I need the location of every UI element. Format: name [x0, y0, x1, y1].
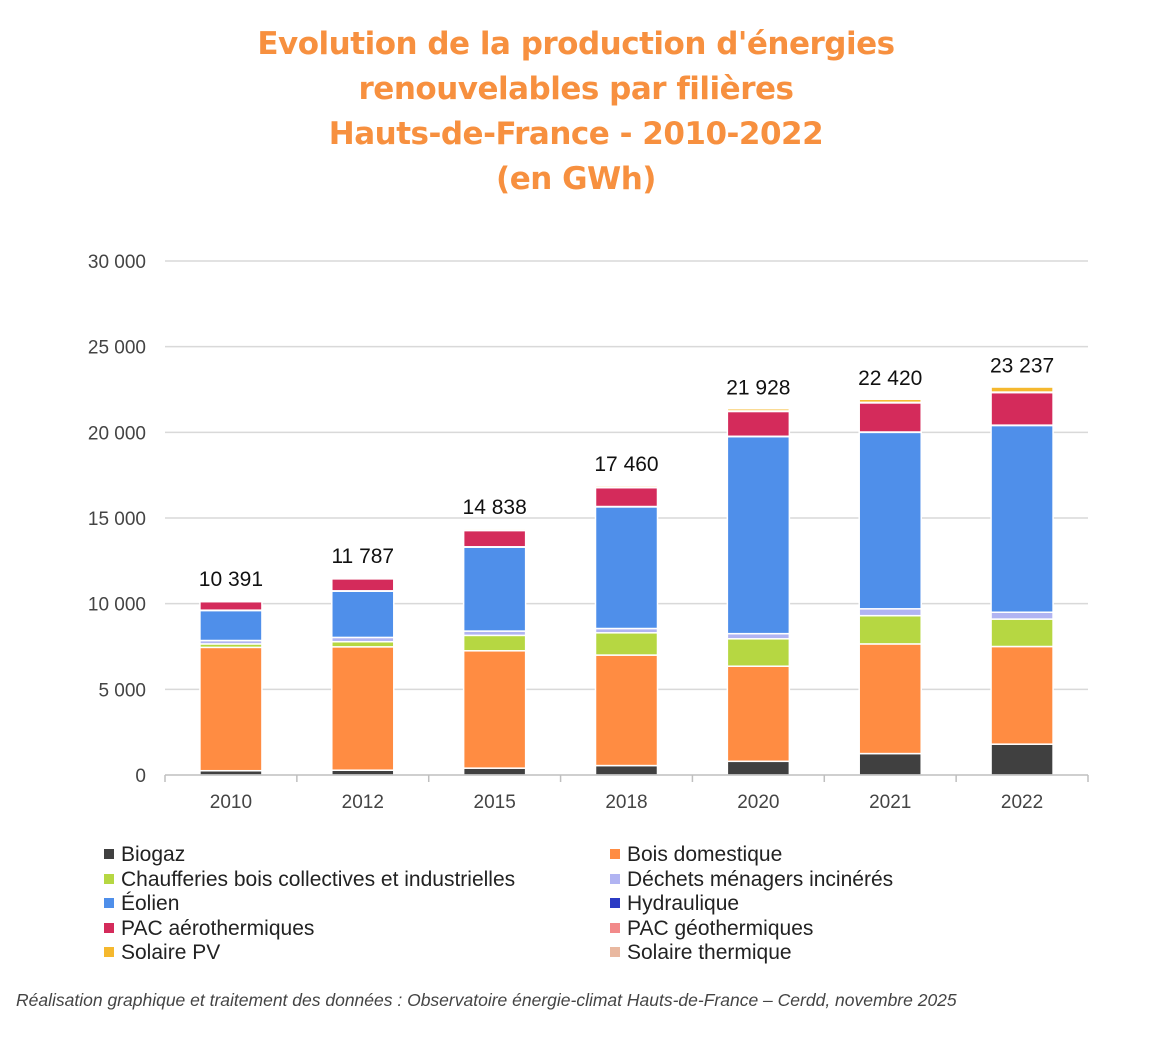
y-tick-label: 5 000	[98, 680, 146, 701]
y-tick-label: 0	[135, 766, 146, 787]
legend-swatch	[610, 873, 620, 884]
bar-segment	[726, 632, 791, 640]
legend-label: Chaufferies bois collectives et industri…	[121, 867, 516, 891]
legend-item: Éolien	[104, 892, 179, 916]
bar-segment	[462, 767, 527, 776]
bar-total-label: 10 391	[199, 568, 263, 591]
source-note: Réalisation graphique et traitement des …	[16, 990, 957, 1010]
legend-item: Solaire PV	[104, 941, 220, 965]
bar-segment	[990, 743, 1054, 776]
bar-segment	[331, 578, 395, 592]
bar-total-label: 11 787	[331, 545, 394, 568]
chart-title-line-2: renouvelables par filières	[358, 71, 794, 107]
y-tick-label: 20 000	[88, 423, 146, 444]
bar-total-labels: 10 391 11 787 14 838 17 460 21 928 22 420 23 2…	[199, 355, 1054, 591]
legend-label: Déchets ménagers incinérés	[627, 867, 894, 891]
legend-swatch	[610, 922, 620, 933]
bar-segment	[199, 646, 263, 772]
x-tick-label: 2021	[869, 792, 911, 813]
legend-swatch	[104, 947, 114, 957]
legend-swatch	[610, 947, 620, 957]
bar-segment	[858, 752, 922, 776]
legend-swatch	[104, 898, 114, 908]
legend-item: Déchets ménagers incinérés	[610, 868, 893, 892]
y-tick-label: 30 000	[88, 252, 146, 273]
x-axis: 2010 2012 2015 2018 2020 2021 2022	[164, 774, 1089, 813]
bar-total-label: 17 460	[594, 453, 658, 476]
y-tick-label: 10 000	[88, 595, 146, 616]
legend-label: Bois domestique	[627, 843, 783, 866]
bar-segment	[858, 608, 922, 617]
bar-segment	[199, 600, 263, 611]
bar-segment	[594, 632, 659, 656]
bar-segment	[331, 590, 395, 639]
bar-segment	[858, 614, 922, 645]
chart-title-line-4: (en GWh)	[496, 161, 656, 197]
bar-segment	[462, 529, 527, 548]
bar-segment	[594, 654, 659, 767]
legend-label: Hydraulique	[627, 892, 740, 915]
y-axis-tick-labels: 0 5 000 10 000 15 000 20 000 25 000 30 000	[88, 252, 146, 787]
legend-label: Solaire thermique	[627, 941, 792, 964]
legend-label: PAC aérothermiques	[121, 916, 315, 940]
bar-segment	[990, 611, 1054, 620]
legend-item: PAC géothermiques	[610, 917, 813, 941]
y-tick-label: 25 000	[88, 338, 146, 359]
stacked-bar-chart: 0 5 000 10 000 15 000 20 000 25 000 30 000 201…	[88, 252, 1089, 813]
bars	[199, 385, 1054, 776]
bar-total-label: 14 838	[463, 496, 527, 519]
bar-segment	[858, 402, 922, 433]
legend-swatch	[104, 873, 114, 884]
bar-segment	[462, 650, 527, 769]
bar-segment	[331, 646, 395, 771]
chart-title-line-3: Hauts-de-France - 2010-2022	[328, 116, 824, 152]
bar-total-label: 21 928	[726, 376, 790, 399]
bar-segment	[594, 764, 659, 776]
legend-item: Solaire thermique	[610, 941, 792, 965]
legend-swatch	[104, 849, 114, 859]
legend-item: Chaufferies bois collectives et industri…	[104, 868, 515, 892]
y-tick-label: 15 000	[88, 509, 146, 530]
bar-total-label: 23 237	[990, 355, 1054, 378]
legend-label: PAC géothermiques	[627, 916, 814, 940]
bar-segment	[594, 506, 659, 630]
x-tick-label: 2010	[210, 792, 252, 813]
bar-segment	[462, 634, 527, 652]
bar-segment	[726, 410, 791, 438]
bar-segment	[990, 424, 1054, 613]
legend-item: PAC aérothermiques	[104, 917, 314, 941]
legend-item: Bois domestique	[610, 843, 782, 867]
chart-title: Evolution de la production d'énergies re…	[0, 22, 1152, 202]
chart-title-line-1: Evolution de la production d'énergies	[257, 26, 895, 62]
x-tick-label: 2018	[605, 792, 647, 813]
x-tick-label: 2012	[342, 792, 384, 813]
bar-segment	[990, 645, 1054, 745]
bar-segment	[990, 386, 1054, 393]
bar-segment	[858, 643, 922, 755]
legend-swatch	[610, 898, 620, 908]
bar-segment	[726, 760, 791, 776]
bar-segment	[990, 618, 1054, 648]
legend-swatch	[610, 849, 620, 859]
bar-segment	[858, 431, 922, 610]
bar-segment	[726, 638, 791, 667]
legend-swatch	[104, 922, 114, 933]
bar-segment	[990, 391, 1054, 426]
legend-label: Biogaz	[121, 843, 186, 866]
x-tick-label: 2015	[474, 792, 516, 813]
bar-segment	[726, 665, 791, 763]
bar-segment	[199, 609, 263, 642]
bar-segment	[594, 486, 659, 508]
bar-segment	[462, 546, 527, 632]
legend-label: Éolien	[121, 892, 180, 915]
bar-segment	[331, 640, 395, 648]
legend-item: Hydraulique	[610, 892, 739, 916]
bar-total-label: 22 420	[858, 367, 922, 390]
legend-label: Solaire PV	[121, 941, 221, 964]
x-tick-label: 2022	[1001, 792, 1043, 813]
legend-item: Biogaz	[104, 843, 185, 867]
x-tick-label: 2020	[737, 792, 779, 813]
bar-segment	[726, 435, 791, 635]
